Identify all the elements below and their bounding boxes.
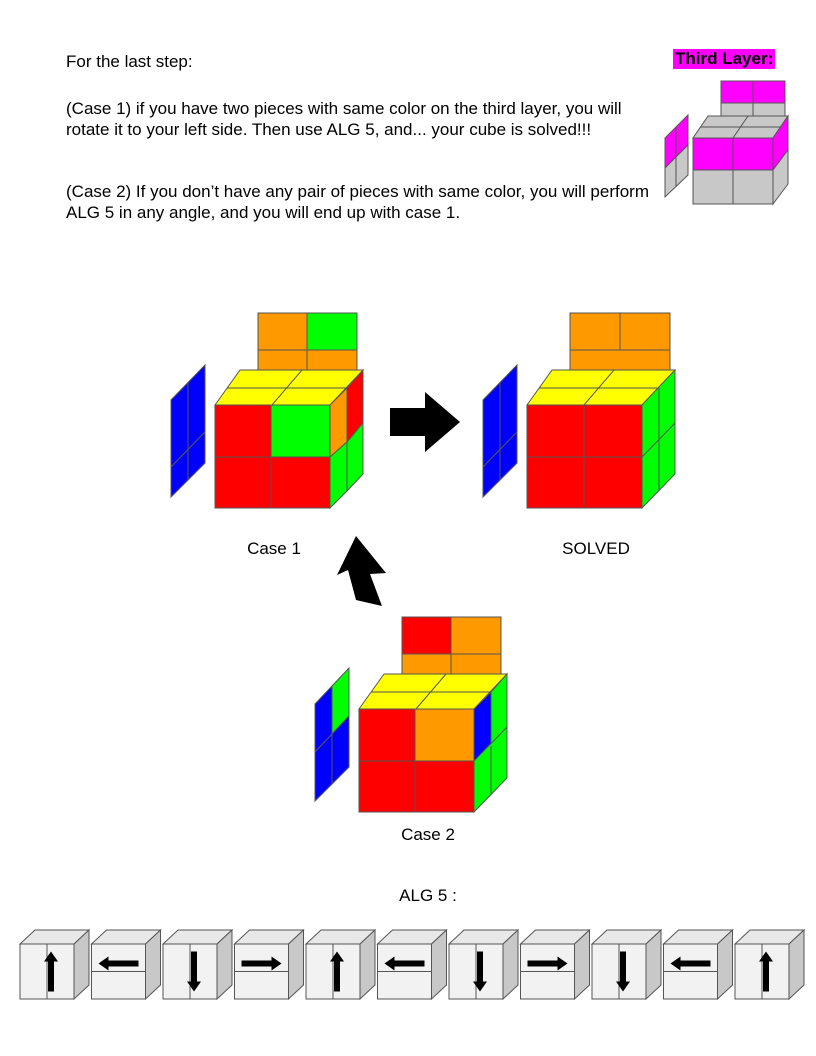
up-arrow-icon [759, 951, 773, 992]
down-arrow-icon [187, 951, 201, 992]
right-arrow-icon [527, 956, 568, 971]
alg-move-cube [18, 928, 91, 1001]
right-arrow-icon [241, 956, 282, 971]
case1-label: Case 1 [247, 539, 301, 558]
alg-move-cube [376, 928, 448, 1001]
alg-move-cube [90, 928, 162, 1001]
case2-label: Case 2 [401, 825, 455, 844]
solved-label: SOLVED [562, 539, 630, 558]
third-layer-badge: Third Layer: [673, 49, 776, 69]
down-arrow-icon [473, 951, 487, 992]
down-arrow-icon [616, 951, 630, 992]
case1-cube [170, 312, 365, 510]
left-arrow-icon [384, 956, 425, 971]
right-arrow-icon [390, 392, 460, 452]
case1-instructions: (Case 1) if you have two pieces with sam… [66, 99, 622, 139]
left-arrow-icon [98, 956, 139, 971]
up-arrow-icon [337, 536, 386, 606]
alg-move-cube [733, 928, 806, 1001]
alg5-label: ALG 5 : [399, 886, 457, 905]
up-arrow-icon [44, 951, 58, 992]
alg-move-cube [519, 928, 591, 1001]
alg-move-cube [304, 928, 377, 1001]
case2-cube [314, 616, 509, 814]
up-arrow-icon [330, 951, 344, 992]
alg-move-cube [161, 928, 234, 1001]
intro-text: For the last step: [66, 52, 193, 71]
alg-move-cube [233, 928, 305, 1001]
alg5-sequence [18, 928, 806, 1001]
third-layer-cube [664, 80, 789, 206]
solved-cube [482, 312, 677, 510]
alg-move-cube [590, 928, 663, 1001]
alg-move-cube [447, 928, 520, 1001]
left-arrow-icon [670, 956, 711, 971]
case2-instructions: (Case 2) If you don’t have any pair of p… [66, 182, 649, 222]
alg-move-cube [662, 928, 734, 1001]
